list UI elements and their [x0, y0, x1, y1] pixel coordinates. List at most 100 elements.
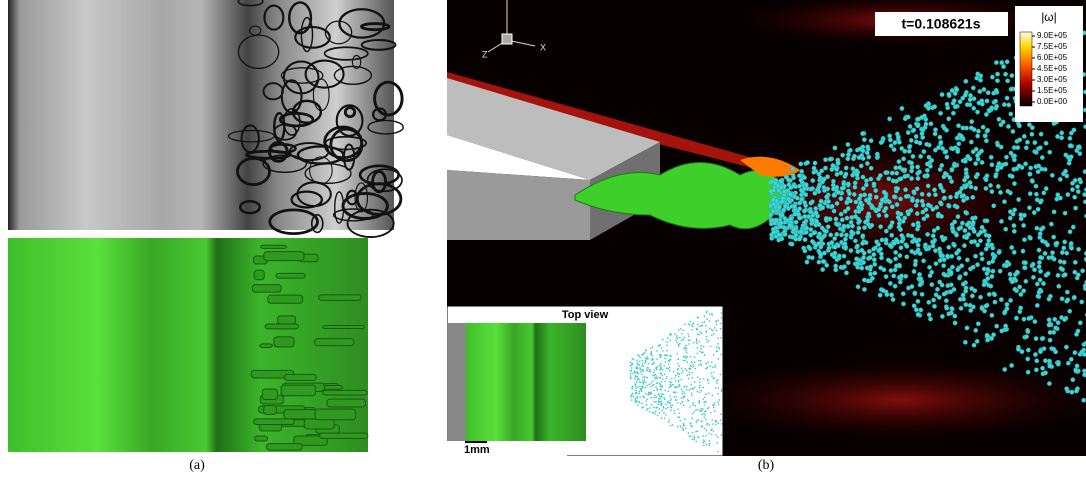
droplet — [950, 167, 954, 171]
droplet — [1074, 369, 1078, 373]
droplet — [695, 368, 697, 370]
droplet — [634, 378, 636, 380]
droplet — [669, 361, 671, 363]
droplet — [708, 444, 710, 446]
droplet — [1048, 330, 1052, 334]
droplet — [669, 395, 671, 397]
droplet — [703, 416, 705, 418]
droplet — [632, 358, 634, 360]
droplet — [834, 264, 838, 268]
droplet — [1003, 310, 1007, 314]
ligament — [268, 295, 303, 303]
droplet — [999, 297, 1003, 301]
droplet — [849, 230, 853, 234]
droplet — [1003, 367, 1007, 371]
droplet — [915, 211, 919, 215]
droplet — [921, 210, 925, 214]
droplet — [824, 195, 828, 199]
droplet — [660, 396, 662, 398]
droplet — [710, 372, 712, 374]
droplet — [704, 411, 706, 413]
droplet — [855, 173, 859, 177]
droplet — [945, 155, 949, 159]
droplet — [1068, 136, 1072, 140]
droplet — [893, 284, 897, 288]
droplet — [651, 351, 653, 353]
droplet — [927, 300, 931, 304]
droplet — [938, 167, 942, 171]
droplet — [811, 178, 815, 182]
droplet — [670, 425, 672, 427]
droplet — [872, 252, 876, 256]
droplet — [1070, 187, 1074, 191]
droplet — [905, 255, 909, 259]
droplet — [659, 357, 661, 359]
droplet — [896, 135, 900, 139]
droplet — [693, 366, 695, 368]
droplet — [861, 175, 865, 179]
droplet — [938, 201, 942, 205]
droplet — [1034, 184, 1038, 188]
droplet — [696, 420, 698, 422]
droplet — [659, 354, 661, 356]
droplet — [915, 199, 919, 203]
droplet — [893, 257, 897, 261]
droplet — [888, 138, 892, 142]
droplet — [918, 251, 922, 255]
droplet — [641, 365, 643, 367]
droplet — [869, 166, 873, 170]
droplet — [878, 247, 882, 251]
droplet — [666, 376, 668, 378]
droplet — [913, 291, 917, 295]
droplet — [980, 225, 984, 229]
droplet — [1069, 246, 1073, 250]
droplet — [657, 415, 659, 417]
droplet — [713, 430, 715, 432]
droplet — [706, 312, 708, 314]
droplet — [712, 367, 714, 369]
droplet — [835, 172, 839, 176]
droplet — [670, 405, 672, 407]
droplet — [643, 381, 645, 383]
droplet — [833, 251, 837, 255]
droplet — [677, 368, 679, 370]
droplet — [655, 386, 657, 388]
droplet — [861, 186, 865, 190]
droplet — [1003, 72, 1007, 76]
droplet — [1060, 250, 1064, 254]
droplet — [884, 238, 888, 242]
droplet — [1021, 223, 1025, 227]
droplet — [951, 229, 955, 233]
droplet — [637, 378, 639, 380]
droplet — [1060, 267, 1064, 271]
droplet — [664, 361, 666, 363]
ligament — [254, 270, 264, 280]
droplet — [819, 253, 823, 257]
droplet — [884, 229, 888, 233]
droplet — [854, 200, 858, 204]
droplet — [878, 293, 882, 297]
droplet — [820, 226, 824, 230]
droplet — [984, 178, 988, 182]
droplet — [721, 434, 723, 436]
droplet — [652, 375, 654, 377]
droplet — [1065, 251, 1069, 255]
droplet — [667, 402, 669, 404]
droplet — [987, 234, 991, 238]
droplet — [840, 218, 844, 222]
droplet — [856, 249, 860, 253]
droplet — [1056, 362, 1060, 366]
droplet — [641, 403, 643, 405]
droplet — [949, 290, 953, 294]
droplet — [1028, 236, 1032, 240]
droplet — [706, 339, 708, 341]
droplet — [973, 161, 977, 165]
droplet — [668, 421, 670, 423]
droplet — [900, 167, 904, 171]
droplet — [682, 391, 684, 393]
droplet — [684, 418, 686, 420]
droplet — [896, 211, 900, 215]
droplet — [893, 250, 897, 254]
droplet — [921, 203, 925, 207]
droplet — [637, 404, 639, 406]
